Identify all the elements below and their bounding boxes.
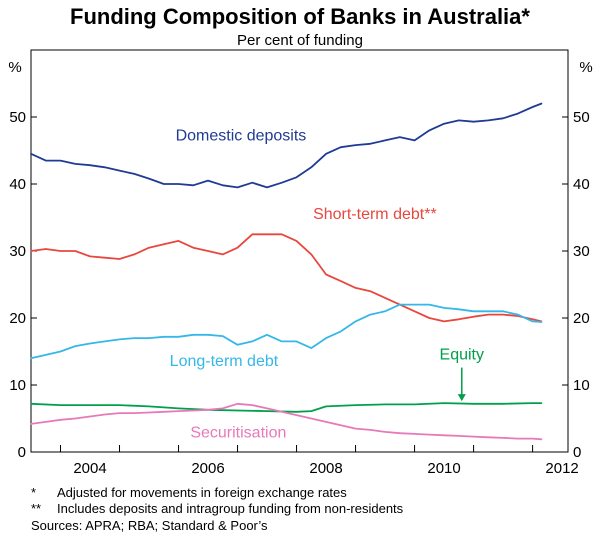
y-tick-label-right: 30 <box>573 243 590 260</box>
footnote-1-text: Adjusted for movements in foreign exchan… <box>57 485 347 500</box>
y-tick-label-right: 20 <box>573 310 590 327</box>
x-tick-label: 2004 <box>73 460 106 477</box>
equity-arrow-head <box>457 394 466 402</box>
series-layer <box>30 102 543 441</box>
y-tick-label-left: 0 <box>18 444 26 461</box>
y-tick-label-left: 40 <box>9 176 26 193</box>
series-label-long-term-debt: Long-term debt <box>170 353 279 370</box>
chart-subtitle: Per cent of funding <box>237 32 363 49</box>
x-tick-label: 2012 <box>545 460 578 477</box>
footnote-1-mark: * <box>31 485 36 500</box>
chart-title: Funding Composition of Banks in Australi… <box>70 4 530 29</box>
y-tick-label-left: 50 <box>9 109 26 126</box>
y-tick-label-left: 30 <box>9 243 26 260</box>
series-line-equity <box>30 402 543 413</box>
series-label-short-term-debt: Short-term debt** <box>313 206 437 223</box>
series-line-securitisation <box>30 402 543 441</box>
series-line-long-term-debt <box>30 303 543 360</box>
y-tick-label-right: 0 <box>573 444 581 461</box>
equity-arrow <box>457 367 466 402</box>
series-label-domestic-deposits: Domestic deposits <box>176 127 307 144</box>
x-tick-label: 2006 <box>191 460 224 477</box>
y-tick-label-left: 20 <box>9 310 26 327</box>
series-label-securitisation: Securitisation <box>190 424 286 441</box>
plot-frame <box>30 49 569 453</box>
series-line-short-term-debt <box>30 233 543 323</box>
sources-note: Sources: APRA; RBA; Standard & Poor’s <box>31 518 268 533</box>
x-tick-label: 2010 <box>427 460 460 477</box>
series-label-layer: Domestic deposits Short-term debt** Long-t… <box>170 127 484 441</box>
y-tick-label-right: 10 <box>573 377 590 394</box>
x-tick-label: 2008 <box>309 460 342 477</box>
footnote-2-text: Includes deposits and intragroup funding… <box>57 501 404 516</box>
footnote-2-mark: ** <box>31 501 41 516</box>
y-tick-label-right: 50 <box>573 109 590 126</box>
y-unit-left: % <box>8 59 21 76</box>
series-label-equity: Equity <box>440 347 484 364</box>
series-line-domestic-deposits <box>30 102 543 189</box>
y-unit-right: % <box>579 59 592 76</box>
y-tick-label-left: 10 <box>9 377 26 394</box>
axes-group: 0 0 10 10 20 20 30 30 40 40 50 50 2004 2006 2008 2010 20… <box>9 109 589 477</box>
y-tick-label-right: 40 <box>573 176 590 193</box>
